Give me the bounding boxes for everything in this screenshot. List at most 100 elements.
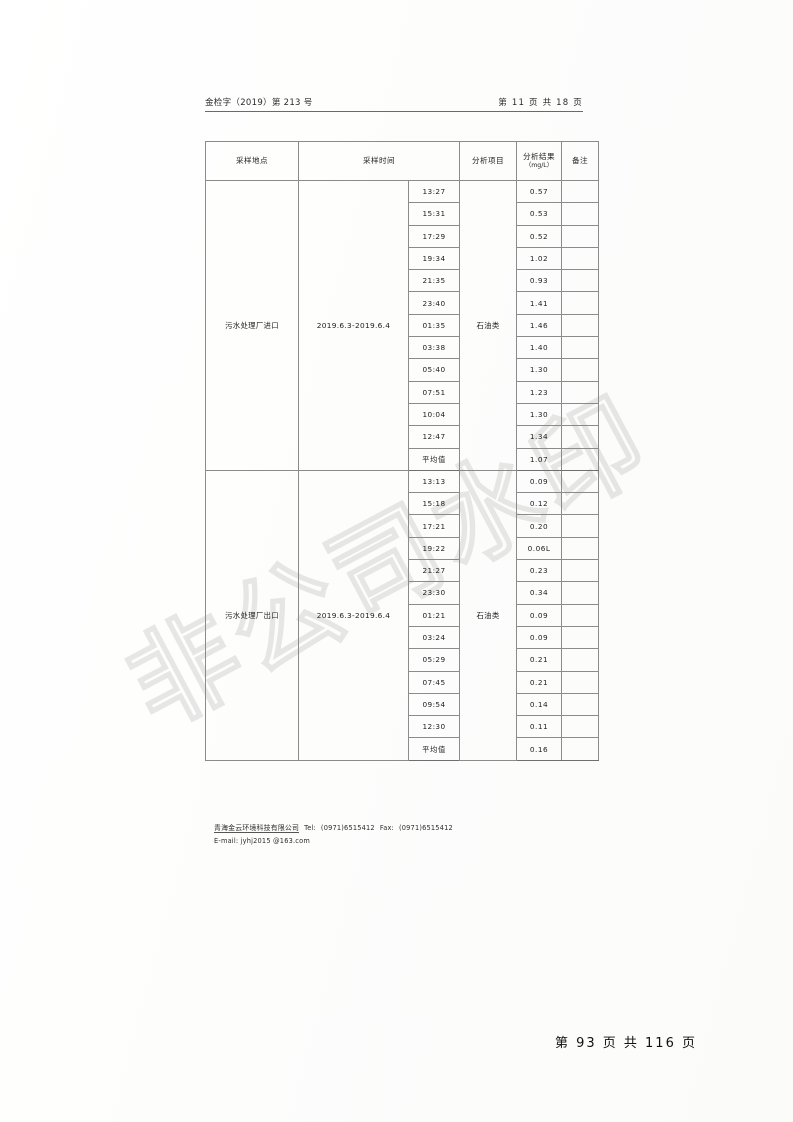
table-header: 采样地点 采样时间 分析项目 分析结果 （mg/L） 备注 — [205, 141, 600, 181]
cell-analysis-result: 1.34 — [516, 425, 563, 449]
cell-analysis-result: 0.16 — [516, 737, 563, 761]
cell-analysis-result: 0.06L — [516, 536, 563, 561]
table-row: 15:31 0.53 — [206, 202, 600, 226]
cell-analysis-result: 1.41 — [516, 291, 563, 315]
cell-sampling-site: 污水处理厂进口 — [205, 180, 299, 471]
cell-note — [561, 625, 600, 650]
table-row: 19:22 0.06L — [206, 536, 600, 561]
table-row: 05:40 1.30 — [206, 358, 600, 382]
cell-sampling-time: 03:24 — [407, 625, 461, 650]
footer-tel-label: Tel: — [304, 824, 316, 832]
document-header: 金检字（2019）第 213 号 第 11 页 共 18 页 — [205, 96, 583, 112]
cell-sampling-time: 23:30 — [407, 581, 461, 605]
cell-analysis-result: 0.23 — [516, 559, 563, 583]
cell-analysis-result: 0.09 — [516, 469, 563, 494]
table-header-row: 采样地点 采样时间 分析项目 分析结果 （mg/L） 备注 — [205, 141, 600, 181]
cell-sampling-date: 2019.6.3-2019.6.4 — [298, 469, 409, 761]
cell-sampling-time: 19:34 — [407, 246, 461, 271]
document-footer: 青海金云环境科技有限公司 Tel: (0971)6515412 Fax: (0971)6… — [214, 822, 458, 847]
table-row: 05:29 0.21 — [206, 648, 600, 672]
cell-sampling-time: 13:27 — [407, 179, 461, 204]
footer-contact-line: 青海金云环境科技有限公司 Tel: (0971)6515412 Fax: (0971)6… — [214, 822, 458, 835]
table-row: 19:34 1.02 — [206, 246, 600, 271]
footer-email: E-mail: jyhj2015 @163.com — [214, 836, 310, 845]
table-row: 01:21 0.09 — [206, 603, 600, 627]
cell-note — [561, 425, 600, 449]
footer-fax-label: Fax: — [379, 824, 394, 832]
cell-analysis-result: 0.52 — [516, 224, 563, 248]
table-row: 平均值 1.07 — [206, 447, 600, 471]
cell-note — [561, 692, 600, 717]
cell-analysis-result: 1.02 — [516, 246, 563, 271]
table-row: 污水处理厂出口 2019.6.3-2019.6.4 13:13 石油类 0.09 — [205, 469, 600, 761]
table-row: 21:35 0.93 — [206, 269, 600, 293]
table-row: 21:27 0.23 — [206, 559, 600, 583]
cell-sampling-time: 23:40 — [407, 291, 461, 315]
cell-sampling-date: 2019.6.3-2019.6.4 — [298, 180, 409, 471]
table-row: 03:38 1.40 — [206, 336, 600, 360]
cell-sampling-time: 03:38 — [407, 336, 461, 360]
cell-sampling-time: 01:21 — [407, 603, 461, 627]
footer-company-name: 青海金云环境科技有限公司 — [214, 824, 300, 833]
cell-sampling-time: 12:30 — [407, 715, 461, 739]
cell-analysis-result: 1.30 — [516, 402, 563, 427]
column-header-sampling-time: 采样时间 — [297, 141, 461, 181]
table-row: 07:51 1.23 — [206, 380, 600, 404]
column-header-result: 分析结果 （mg/L） — [516, 141, 563, 181]
cell-note — [561, 514, 600, 538]
cell-note — [561, 670, 600, 694]
cell-note — [561, 246, 600, 271]
table-row: 15:18 0.12 — [206, 492, 600, 516]
footer-fax-value: (0971)6515412 — [398, 824, 453, 832]
table-row: 12:30 0.11 — [206, 715, 600, 739]
cell-note — [561, 737, 600, 761]
cell-analysis-result: 1.07 — [516, 447, 563, 471]
document-number: 金检字（2019）第 213 号 — [205, 98, 313, 108]
cell-sampling-time: 12:47 — [407, 425, 461, 449]
cell-analysis-result: 0.14 — [516, 692, 563, 717]
column-header-note: 备注 — [561, 141, 600, 181]
table-row: 23:40 1.41 — [206, 291, 600, 315]
page-counter: 第 93 页 共 116 页 — [554, 1036, 697, 1051]
cell-sampling-time: 01:35 — [407, 313, 461, 338]
cell-analysis-result: 0.12 — [516, 492, 563, 516]
cell-note — [561, 269, 600, 293]
cell-analysis-result: 0.09 — [516, 625, 563, 650]
table-row: 07:45 0.21 — [206, 670, 600, 694]
sampling-results-table: 采样地点 采样时间 分析项目 分析结果 （mg/L） 备注 污水处理厂进口 201… — [205, 141, 600, 761]
cell-note — [561, 202, 600, 226]
cell-analysis-result: 0.11 — [516, 715, 563, 739]
cell-note — [561, 447, 600, 471]
column-header-result-unit: （mg/L） — [525, 162, 553, 170]
cell-sampling-time: 09:54 — [407, 692, 461, 717]
cell-analysis-result: 0.09 — [516, 603, 563, 627]
cell-analysis-result: 0.20 — [516, 514, 563, 538]
cell-analysis-result: 0.93 — [516, 269, 563, 293]
cell-sampling-time: 15:18 — [407, 492, 461, 516]
cell-average-label: 平均值 — [407, 447, 461, 471]
cell-note — [561, 402, 600, 427]
cell-note — [561, 492, 600, 516]
column-header-analysis-item: 分析项目 — [459, 141, 518, 181]
cell-analysis-result: 0.21 — [516, 648, 563, 672]
cell-analysis-result: 0.34 — [516, 581, 563, 605]
table-row: 污水处理厂进口 2019.6.3-2019.6.4 13:27 石油类 0.57 — [205, 179, 600, 471]
cell-sampling-time: 21:35 — [407, 269, 461, 293]
cell-analysis-item: 石油类 — [459, 469, 518, 761]
column-header-site: 采样地点 — [205, 141, 299, 181]
cell-sampling-site: 污水处理厂出口 — [205, 469, 299, 761]
cell-sampling-time: 13:13 — [407, 469, 461, 494]
cell-note — [561, 291, 600, 315]
table-body: 污水处理厂进口 2019.6.3-2019.6.4 13:27 石油类 0.57 15:3… — [205, 179, 600, 761]
cell-note — [561, 603, 600, 627]
cell-analysis-result: 0.53 — [516, 202, 563, 226]
cell-note — [561, 715, 600, 739]
cell-sampling-time: 19:22 — [407, 536, 461, 561]
cell-sampling-time: 17:21 — [407, 514, 461, 538]
cell-analysis-result: 1.40 — [516, 336, 563, 360]
table-row: 03:24 0.09 — [206, 625, 600, 650]
cell-note — [561, 224, 600, 248]
cell-note — [561, 559, 600, 583]
cell-analysis-result: 1.23 — [516, 380, 563, 404]
